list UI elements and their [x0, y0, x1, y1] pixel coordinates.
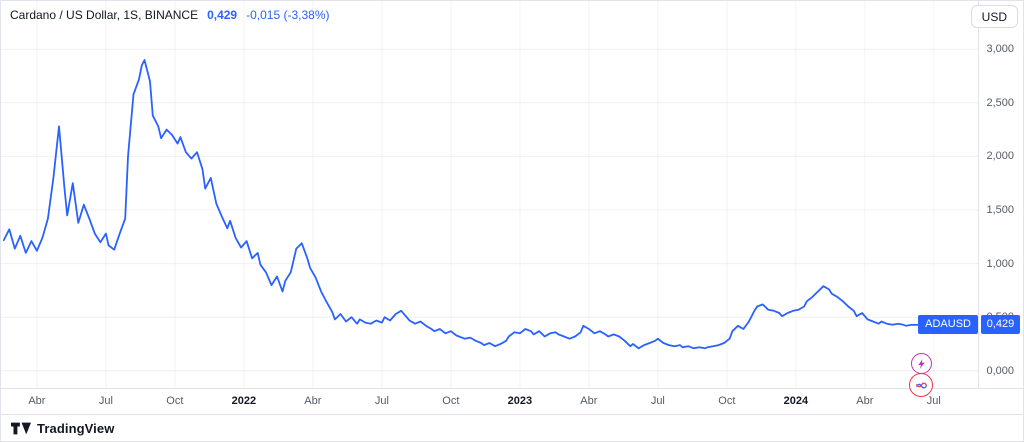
time-axis-label: Jul — [374, 395, 389, 407]
boost-button[interactable] — [911, 353, 932, 374]
lightning-icon — [918, 358, 924, 369]
time-axis-label: Abr — [580, 395, 598, 407]
price-flag-symbol: ADAUSD — [918, 315, 978, 335]
tradingview-logo[interactable]: TradingView — [11, 421, 114, 436]
ad-badge-icon — [915, 381, 927, 389]
attribution-bar: TradingView — [1, 414, 1023, 441]
time-axis-label: Abr — [856, 395, 874, 407]
currency-toggle-button[interactable]: USD — [970, 5, 1018, 28]
price-axis-label: 2,000 — [986, 150, 1014, 163]
tradingview-logo-text: TradingView — [37, 420, 115, 436]
price-axis-label: 3,000 — [986, 43, 1014, 56]
time-axis-label: 2022 — [231, 395, 257, 407]
time-axis-label: Oct — [166, 395, 184, 407]
price-axis-label: 0,000 — [986, 364, 1014, 377]
time-axis-label: Jul — [650, 395, 665, 407]
price-change: -0,015 (-3,38%) — [246, 8, 330, 22]
ad-badge-button[interactable] — [909, 373, 933, 397]
time-axis-label: Oct — [442, 395, 460, 407]
time-axis-label: 2023 — [507, 395, 533, 407]
last-price: 0,429 — [207, 8, 238, 22]
time-axis[interactable]: Abr Jul Oct 2022 Abr Jul Oct 2023 Abr Jul Oct 2024 A… — [1, 388, 1023, 414]
price-flag-value: 0,429 — [981, 315, 1020, 335]
time-axis-label: 2024 — [783, 395, 809, 407]
price-axis[interactable]: 0,429 3,0002,5002,0001,5001,0000,5000,00… — [978, 1, 1023, 388]
time-axis-label: Jul — [98, 395, 113, 407]
time-axis-label: Abr — [28, 395, 46, 407]
time-axis-labels: Abr Jul Oct 2022 Abr Jul Oct 2023 Abr Jul Oct 2024 A… — [1, 389, 978, 414]
tradingview-logo-icon — [11, 422, 31, 434]
price-line-chart — [1, 1, 978, 388]
symbol-title[interactable]: Cardano / US Dollar, 1S, BINANCE — [10, 8, 199, 22]
time-axis-label: Oct — [718, 395, 736, 407]
symbol-legend: Cardano / US Dollar, 1S, BINANCE 0,429 -… — [10, 8, 329, 22]
time-axis-label: Abr — [304, 395, 322, 407]
price-chart-area[interactable]: Cardano / US Dollar, 1S, BINANCE 0,429 -… — [1, 1, 978, 388]
time-axis-label: Jul — [926, 395, 941, 407]
price-axis-label: 1,500 — [986, 204, 1014, 217]
price-axis-label: 1,000 — [986, 257, 1014, 270]
price-axis-label: 2,500 — [986, 96, 1014, 109]
